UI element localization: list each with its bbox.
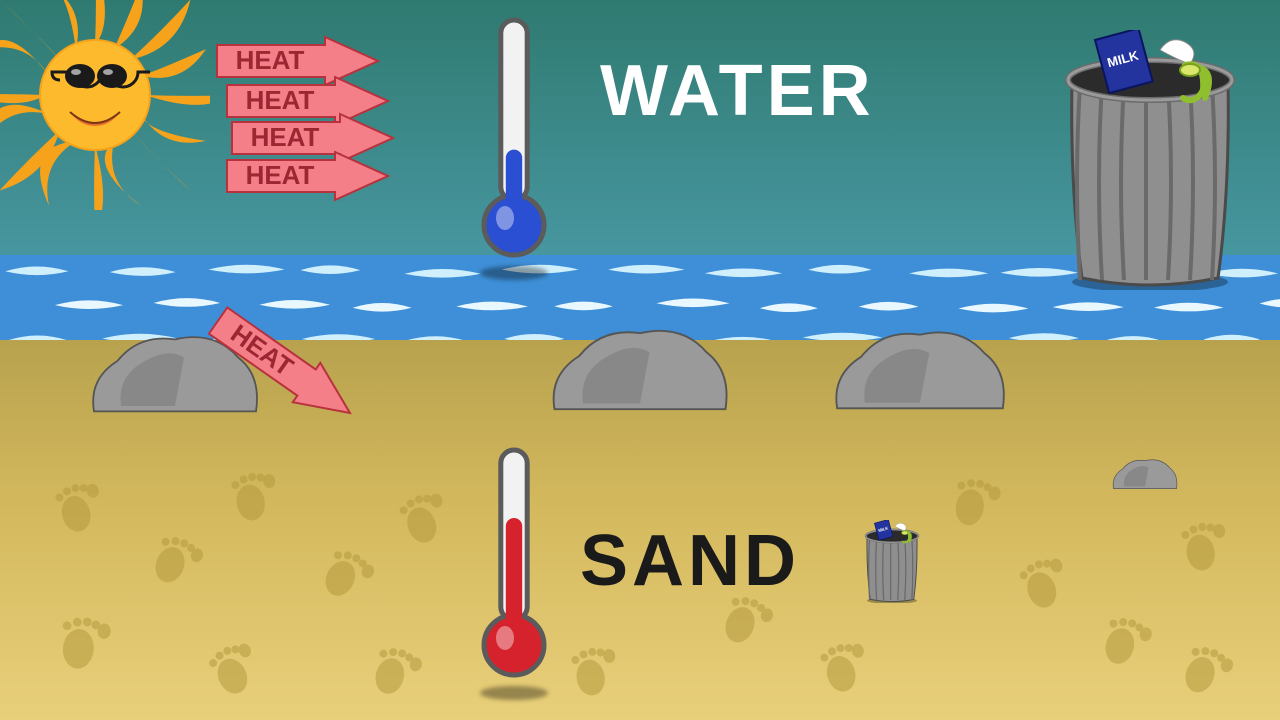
diagram-stage: HEAT HEAT HEAT HEAT HEAT (0, 0, 1280, 720)
svg-text:HEAT: HEAT (225, 318, 299, 382)
svg-text:HEAT: HEAT (246, 85, 315, 115)
sun-icon (0, 0, 210, 210)
svg-text:HEAT: HEAT (251, 122, 320, 152)
sand-label: SAND (580, 520, 800, 602)
svg-text:HEAT: HEAT (246, 160, 315, 190)
water-label: WATER (600, 50, 875, 132)
svg-text:HEAT: HEAT (236, 45, 305, 75)
